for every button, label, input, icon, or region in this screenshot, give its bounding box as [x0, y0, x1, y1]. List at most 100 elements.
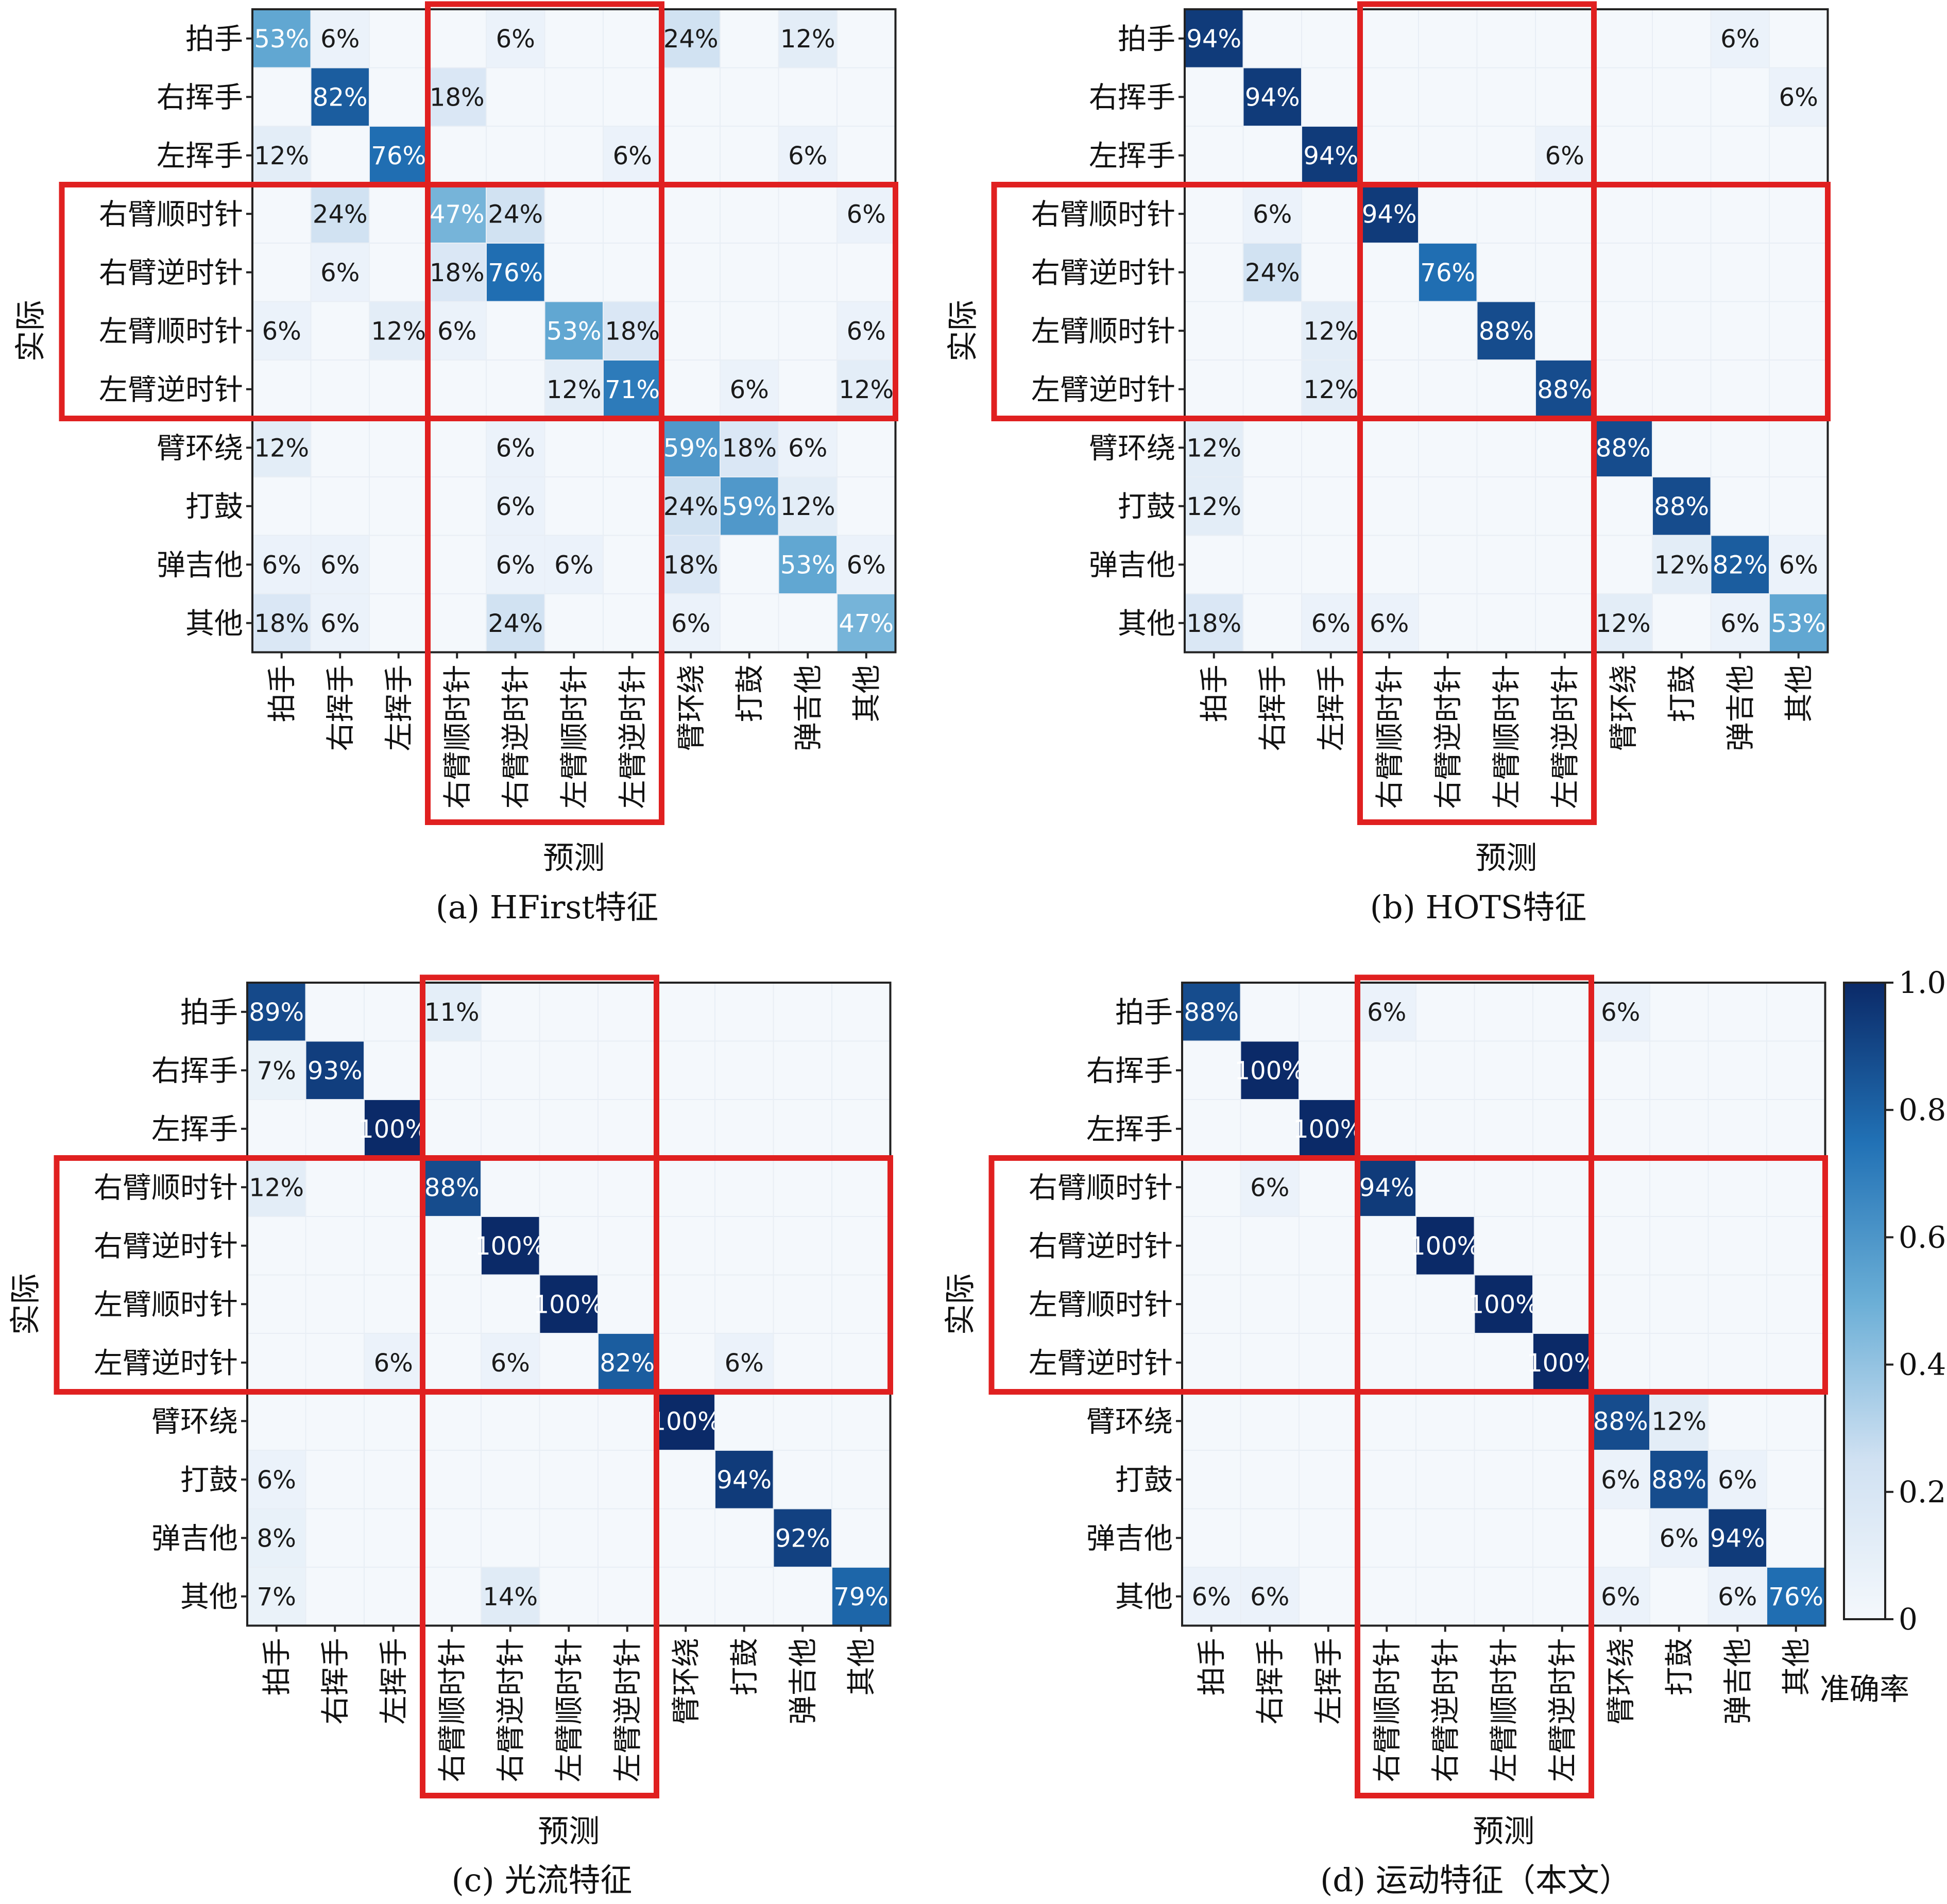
heatmap-cell: [1240, 1508, 1300, 1568]
heatmap-cell: [778, 476, 838, 536]
heatmap-cell: [773, 1040, 832, 1100]
cell-value-label: 12%: [1651, 1407, 1706, 1436]
heatmap-cell: [1359, 301, 1419, 361]
heatmap-cell: [539, 1567, 599, 1626]
cell-value-label: 100%: [1235, 1056, 1305, 1085]
heatmap-cell: [1649, 1157, 1709, 1217]
heatmap-cell: [364, 1274, 423, 1334]
heatmap-cell: [544, 593, 604, 653]
x-tick-label: 左臂顺时针: [1490, 665, 1524, 809]
heatmap-cell: [1240, 1099, 1300, 1159]
x-tick-label: 弹吉他: [1724, 665, 1757, 751]
heatmap-cell: [778, 243, 838, 302]
heatmap-cell: [661, 301, 721, 361]
heatmap-cell: [1769, 359, 1829, 419]
heatmap-cell: [539, 1099, 599, 1159]
cell-value-label: 6%: [671, 609, 710, 638]
heatmap-cell: [481, 1567, 540, 1626]
heatmap-cell: [1532, 1391, 1592, 1451]
cell-value-label: 94%: [1245, 83, 1300, 112]
heatmap-cell: [310, 67, 370, 127]
x-tick-label: 其他: [1783, 665, 1816, 723]
heatmap-cell: [836, 476, 896, 536]
heatmap-cell: [656, 1274, 715, 1334]
heatmap-cell: [1415, 1333, 1475, 1393]
x-tick-label: 拍手: [261, 1638, 294, 1696]
heatmap-cell: [597, 1450, 657, 1510]
heatmap-cell: [1591, 1508, 1650, 1568]
y-tick-label: 拍手: [185, 23, 243, 56]
heatmap-cell: [247, 1040, 306, 1100]
colorbar-tick-label: 0.4: [1899, 1347, 1946, 1382]
y-tick-label: 拍手: [180, 996, 238, 1030]
highlight-column-box: [1357, 1, 1597, 825]
heatmap-cell: [422, 1099, 482, 1159]
heatmap-cell: [310, 301, 370, 361]
heatmap-cell: [364, 1567, 423, 1626]
heatmap-cell: [1415, 982, 1475, 1042]
heatmap-cell: [836, 9, 896, 68]
confusion-matrix-panel: 94% 6% 94% 6% 94% 6% 6% 94% 24% 76% 12% 88% 12% 88% 12…: [945, 1, 1831, 926]
y-tick-label: 打鼓: [185, 490, 243, 524]
heatmap-cell: [1476, 418, 1536, 477]
cell-value-label: 100%: [358, 1115, 429, 1144]
heatmap-cell: [1301, 184, 1361, 244]
confusion-matrix-panel: 88% 6% 6%100%100%6% 94%100%100%100%88% 12%6%…: [943, 974, 1828, 1899]
heatmap-cell: [1474, 1274, 1533, 1334]
cell-value-label: 88%: [1651, 1466, 1706, 1495]
x-tick-label: 打鼓: [1663, 1638, 1697, 1696]
heatmap-cell: [481, 982, 540, 1042]
heatmap-cell: [1707, 1508, 1767, 1568]
heatmap-cell: [247, 1099, 306, 1159]
cell-value-label: 100%: [475, 1232, 545, 1261]
heatmap-cell: [1357, 1274, 1416, 1334]
heatmap-cell: [369, 67, 429, 127]
heatmap-cell: [1532, 1040, 1592, 1100]
heatmap-cell: [1301, 9, 1361, 68]
heatmap-cell: [1182, 1274, 1241, 1334]
heatmap-cell: [1476, 593, 1536, 653]
highlight-column-box: [425, 1, 664, 825]
heatmap-cell: [720, 593, 779, 653]
x-tick-label: 拍手: [1198, 665, 1232, 723]
heatmap-cell: [1769, 67, 1829, 127]
heatmap-cell: [1535, 126, 1595, 185]
y-tick-label: 打鼓: [1118, 490, 1175, 524]
heatmap-cell: [486, 535, 545, 594]
heatmap-cell: [603, 476, 662, 536]
heatmap-cell: [427, 301, 487, 361]
heatmap-cell: [661, 184, 721, 244]
cell-value-label: 12%: [1303, 375, 1358, 404]
heatmap-cell: [1415, 1099, 1475, 1159]
heatmap-cell: [1299, 1391, 1358, 1451]
cell-value-label: 53%: [546, 317, 602, 346]
y-tick-label: 右臂顺时针: [99, 198, 243, 231]
heatmap-cell: [720, 126, 779, 185]
heatmap-cell: [1593, 67, 1653, 127]
x-tick-label: 拍手: [1195, 1638, 1229, 1696]
y-tick-label: 右挥手: [157, 81, 243, 114]
y-tick-label: 拍手: [1118, 23, 1175, 56]
heatmap-cell: [1476, 476, 1536, 536]
cell-value-label: 6%: [1779, 551, 1818, 579]
heatmap-cell: [369, 593, 429, 653]
y-tick-label: 其他: [1118, 607, 1175, 641]
heatmap-cell: [1474, 1391, 1533, 1451]
x-tick-label: 其他: [850, 665, 884, 723]
heatmap-cell: [1591, 1216, 1650, 1276]
heatmap-cell: [539, 1508, 599, 1568]
cell-value-label: 18%: [1186, 609, 1241, 638]
heatmap-cell: [1532, 1157, 1592, 1217]
heatmap-cell: [305, 1508, 365, 1568]
heatmap-cell: [1242, 593, 1302, 653]
cell-value-label: 100%: [1468, 1290, 1539, 1319]
x-tick-label: 拍手: [266, 665, 299, 723]
heatmap-cell: [597, 1157, 657, 1217]
x-tick-label: 臂环绕: [675, 665, 708, 751]
heatmap-cell: [656, 1040, 715, 1100]
heatmap-cell: [539, 1157, 599, 1217]
heatmap-cell: [1766, 1040, 1826, 1100]
y-tick-label: 左臂顺时针: [1029, 1288, 1173, 1322]
heatmap-cell: [720, 535, 779, 594]
heatmap-cell: [831, 1216, 891, 1276]
